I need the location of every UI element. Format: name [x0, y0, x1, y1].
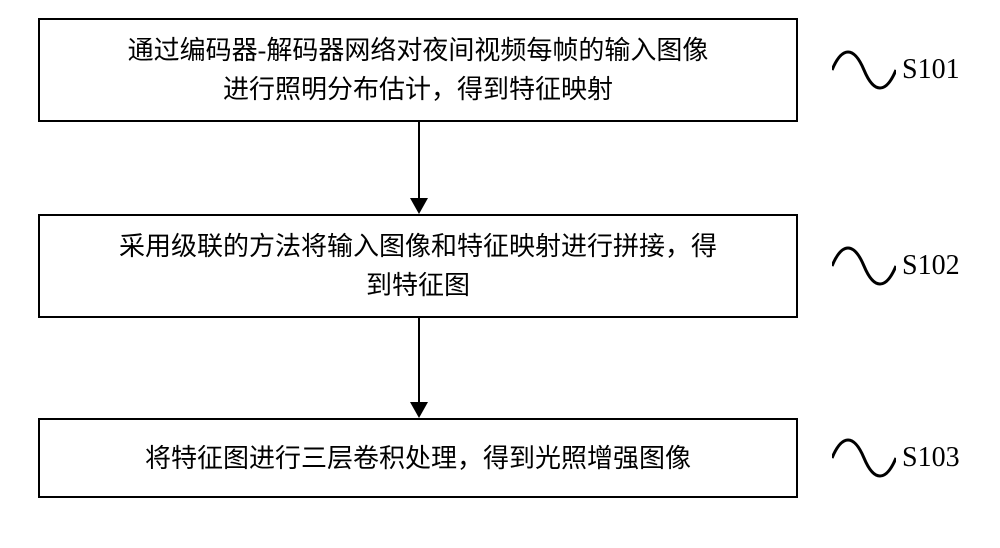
arrow-head-2 — [410, 402, 428, 418]
arrow-line-1 — [418, 122, 420, 198]
step-text-2: 采用级联的方法将输入图像和特征映射进行拼接，得到特征图 — [119, 227, 717, 305]
flowchart-diagram: 通过编码器-解码器网络对夜间视频每帧的输入图像进行照明分布估计，得到特征映射 S… — [0, 0, 1000, 548]
step-label-3: S103 — [902, 442, 960, 474]
arrow-head-1 — [410, 198, 428, 214]
arrow-line-2 — [418, 318, 420, 402]
wave-connector-2 — [832, 240, 896, 292]
step-box-3: 将特征图进行三层卷积处理，得到光照增强图像 — [38, 418, 798, 498]
step-text-1: 通过编码器-解码器网络对夜间视频每帧的输入图像进行照明分布估计，得到特征映射 — [128, 31, 709, 109]
step-text-3: 将特征图进行三层卷积处理，得到光照增强图像 — [145, 439, 691, 478]
step-label-2: S102 — [902, 250, 960, 282]
wave-connector-3 — [832, 432, 896, 484]
step-label-1: S101 — [902, 54, 960, 86]
wave-connector-1 — [832, 44, 896, 96]
step-box-1: 通过编码器-解码器网络对夜间视频每帧的输入图像进行照明分布估计，得到特征映射 — [38, 18, 798, 122]
step-box-2: 采用级联的方法将输入图像和特征映射进行拼接，得到特征图 — [38, 214, 798, 318]
